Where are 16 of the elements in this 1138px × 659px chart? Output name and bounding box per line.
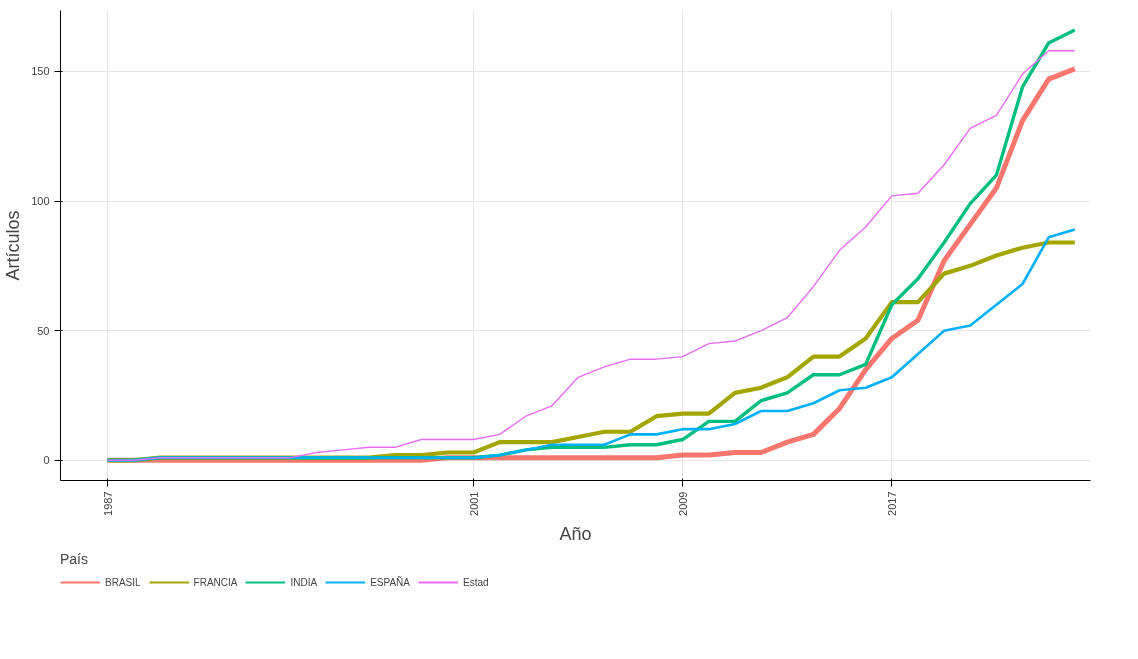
x-axis-title: Año bbox=[559, 523, 592, 544]
x-tick-label: 1987 bbox=[101, 491, 114, 516]
x-tick-label: 2017 bbox=[885, 491, 898, 516]
y-axis-title: Artículos bbox=[3, 210, 24, 281]
legend-label: ESPAÑA bbox=[370, 576, 410, 588]
y-tick-label: 100 bbox=[31, 195, 50, 208]
x-tick-label: 2009 bbox=[676, 491, 689, 516]
legend-label: BRASIL bbox=[105, 576, 141, 588]
y-tick-label: 0 bbox=[43, 454, 50, 467]
x-tick-label: 2001 bbox=[467, 491, 480, 516]
legend-label: INDIA bbox=[290, 576, 318, 588]
y-tick-label: 150 bbox=[31, 65, 50, 78]
legend-label: FRANCIA bbox=[193, 576, 238, 588]
legend-label: Estad bbox=[463, 576, 489, 588]
y-tick-label: 50 bbox=[37, 324, 50, 337]
legend-title: País bbox=[60, 551, 89, 567]
